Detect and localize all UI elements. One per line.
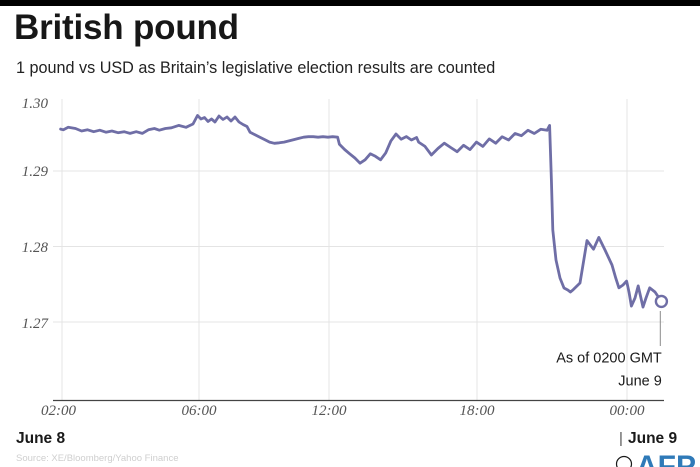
- svg-text:1.28: 1.28: [22, 240, 49, 256]
- svg-text:00:00: 00:00: [610, 403, 645, 419]
- svg-text:1.27: 1.27: [22, 316, 50, 332]
- svg-text:02:00: 02:00: [41, 403, 76, 419]
- svg-text:June 8: June 8: [16, 430, 65, 447]
- svg-text:1.30: 1.30: [22, 96, 49, 112]
- svg-text:As of 0200 GMT: As of 0200 GMT: [556, 351, 662, 367]
- svg-text:Source: XE/Bloomberg/Yahoo Fin: Source: XE/Bloomberg/Yahoo Finance: [16, 453, 178, 464]
- svg-text:18:00: 18:00: [460, 403, 495, 419]
- svg-text:1.29: 1.29: [22, 164, 49, 180]
- svg-text:June 9: June 9: [618, 373, 662, 389]
- svg-text:June 9: June 9: [628, 430, 677, 447]
- svg-text:|: |: [619, 430, 623, 447]
- svg-text:06:00: 06:00: [182, 403, 217, 419]
- svg-text:AFP: AFP: [636, 450, 696, 467]
- svg-text:12:00: 12:00: [312, 403, 347, 419]
